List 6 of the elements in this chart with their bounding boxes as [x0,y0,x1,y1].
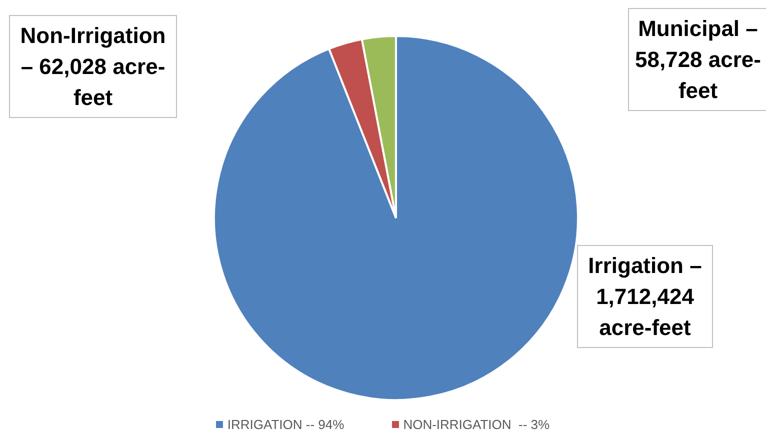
text: Non-Irrigation – 62,028 acre-feet [9,15,177,118]
text: Irrigation – 1,712,424 acre-feet [577,245,713,348]
legend-label: IRRIGATION -- 94% [226,417,344,432]
legend-label: NON-IRRIGATION -- 3% [402,417,550,432]
pie-slice [328,38,397,219]
text: Municipal – 58,728 acre-feet [628,8,766,111]
